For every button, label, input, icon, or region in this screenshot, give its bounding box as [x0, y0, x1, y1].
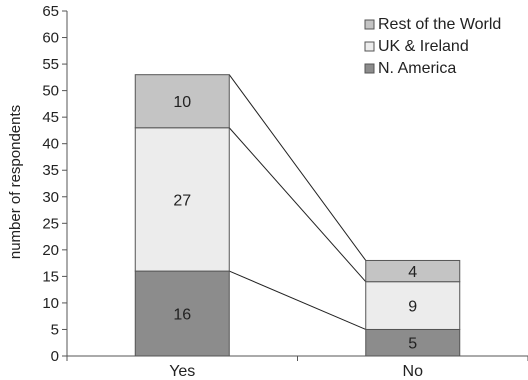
- legend-label-uk-ireland: UK & Ireland: [378, 38, 469, 55]
- connector-lines: [228, 74, 367, 330]
- y-tick-label: 5: [51, 321, 59, 338]
- y-tick-label: 45: [42, 109, 59, 126]
- bar-no-rest-of-the-world: [365, 259, 461, 283]
- data-label-no-uk-ireland: 9: [408, 299, 417, 316]
- y-tick-label: 65: [42, 3, 59, 20]
- y-axis-label: number of respondents: [7, 105, 24, 259]
- data-labels: 16 27 10 5 9 4: [173, 94, 417, 353]
- y-tick-label: 20: [42, 242, 59, 259]
- legend-swatch-rest-of-the-world: [364, 19, 375, 30]
- bars: [134, 74, 461, 357]
- y-tick-label: 55: [42, 56, 59, 73]
- connector-line: [229, 270, 366, 330]
- x-tick-label-yes: Yes: [169, 363, 195, 380]
- legend-swatch-uk-ireland: [364, 41, 375, 52]
- legend-swatch-n-america: [364, 63, 375, 74]
- connector-line: [228, 127, 367, 283]
- legend-label-n-america: N. America: [378, 60, 456, 77]
- bar-yes-uk-ireland: [134, 127, 230, 272]
- data-label-no-n-america: 5: [408, 336, 417, 353]
- x-tick-label-no: No: [403, 363, 424, 380]
- data-label-yes-uk-ireland: 27: [173, 192, 191, 209]
- y-tick-label: 10: [42, 295, 59, 312]
- data-label-no-rest-of-the-world: 4: [408, 264, 417, 281]
- bar-yes-rest-of-the-world: [134, 74, 230, 129]
- bar-no-n-america: [365, 328, 461, 357]
- connector-line: [228, 74, 367, 261]
- y-tick-label: 30: [42, 189, 59, 206]
- legend-label-rest-of-the-world: Rest of the World: [378, 16, 501, 33]
- y-tick-label: 0: [51, 348, 59, 365]
- y-tick-label: 15: [42, 268, 59, 285]
- bar-no-uk-ireland: [365, 281, 461, 330]
- y-tick-label: 60: [42, 30, 59, 47]
- legend: Rest of the World UK & Ireland N. America: [364, 16, 501, 77]
- data-label-yes-n-america: 16: [173, 307, 191, 324]
- data-label-yes-rest-of-the-world: 10: [173, 94, 191, 111]
- y-tick-label: 25: [42, 215, 59, 232]
- y-tick-label: 50: [42, 83, 59, 100]
- y-tick-label: 40: [42, 136, 59, 153]
- y-tick-label: 35: [42, 162, 59, 179]
- bar-yes-n-america: [134, 270, 230, 357]
